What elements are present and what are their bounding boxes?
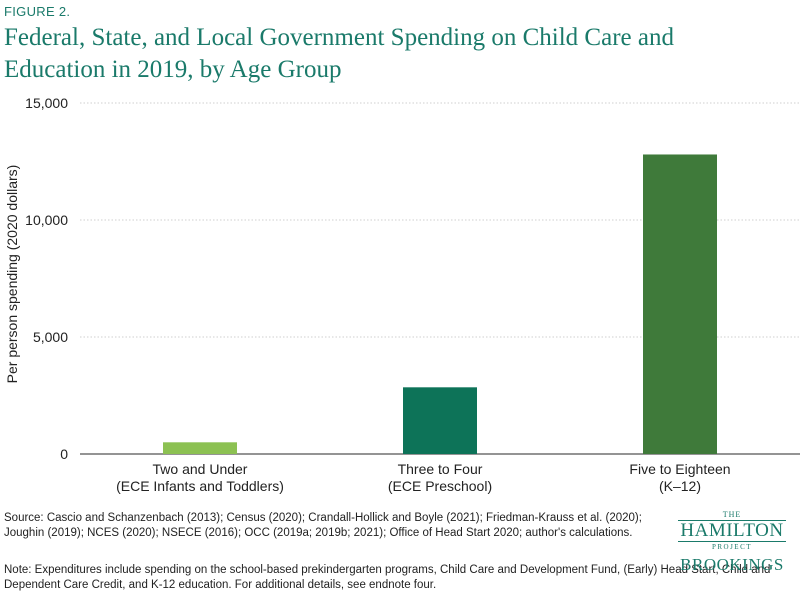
category-name: Two and Under (152, 461, 248, 477)
bar (163, 442, 237, 454)
category-name: Three to Four (397, 461, 483, 477)
x-category-label: Two and Under (ECE Infants and Toddlers) (90, 461, 310, 495)
y-tick-label: 15,000 (25, 95, 68, 111)
category-subtitle: (ECE Infants and Toddlers) (116, 478, 284, 494)
figure-label: FIGURE 2. (4, 4, 71, 19)
hamilton-brookings-logo: THE HAMILTON PROJECT BROOKINGS (672, 511, 792, 575)
category-name: Five to Eighteen (629, 461, 731, 477)
chart-title: Federal, State, and Local Government Spe… (4, 24, 674, 83)
y-tick-label: 0 (60, 446, 68, 462)
bar (643, 154, 717, 455)
x-category-label: Three to Four (ECE Preschool) (330, 461, 550, 495)
category-subtitle: (ECE Preschool) (387, 478, 493, 494)
source-note: Source: Cascio and Schanzenbach (2013); … (4, 512, 642, 539)
footnote: Note: Expenditures include spending on t… (4, 564, 771, 591)
bar (403, 387, 477, 454)
category-subtitle: (K–12) (658, 478, 702, 494)
x-category-label: Five to Eighteen (K–12) (570, 461, 790, 495)
y-tick-label: 5,000 (33, 329, 68, 345)
y-tick-label: 10,000 (25, 212, 68, 228)
